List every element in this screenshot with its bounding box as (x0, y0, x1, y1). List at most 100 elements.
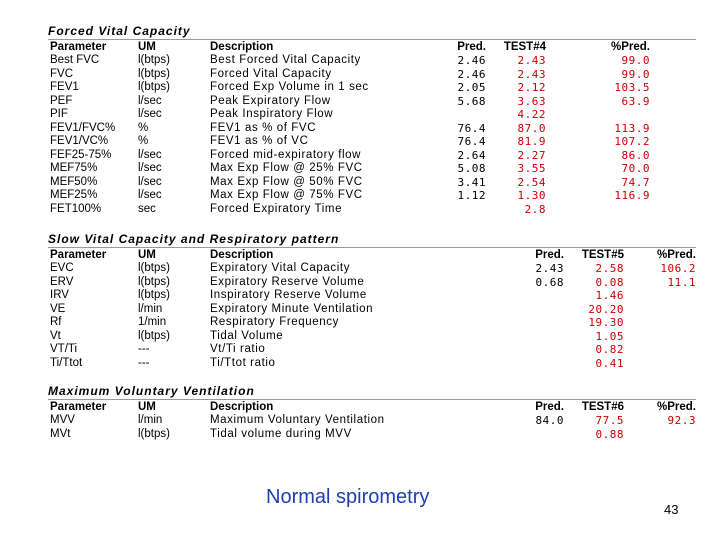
cell-um: --- (138, 356, 150, 369)
cell-um: l/sec (138, 108, 162, 120)
table-row: FET100% sec Forced Expiratory Time 2.8 (48, 203, 696, 217)
cell-parameter: MEF50% (50, 175, 98, 188)
cell-test: 0.88 (595, 427, 624, 441)
cell-um: sec (138, 202, 156, 215)
cell-pred: 2.05 (457, 81, 486, 94)
header-test: TEST#4 (503, 41, 546, 53)
header-test: TEST#5 (581, 249, 624, 261)
table-row: FEV1/VC%% FEV1 as % of VC 76.4 81.9 107.2 (48, 135, 696, 149)
cell-description: Ti/Ttot ratio (210, 356, 276, 369)
header-um: UM (138, 249, 156, 261)
header-pred: Pred. (457, 41, 486, 53)
cell-description: Forced Vital Capacity (210, 67, 332, 80)
section-title: Maximum Voluntary Ventilation (48, 384, 255, 398)
cell-parameter: FEV1 (50, 81, 79, 93)
cell-pred: 84.0 (535, 414, 564, 427)
page-number: 43 (664, 502, 679, 517)
cell-pred: 2.64 (457, 148, 486, 162)
table-row: IRV l(btps) Inspiratory Reserve Volume 1.46 (48, 289, 696, 303)
cell-um: l/sec (138, 189, 162, 201)
table-row: ERV l(btps) Expiratory Reserve Volume 0.68 0… (48, 276, 696, 290)
cell-description: Vt/Ti ratio (210, 343, 266, 355)
cell-um: % (138, 135, 149, 147)
table-row: MEF50% l/sec Max Exp Flow @ 50% FVC 3.41 2.5… (48, 176, 696, 190)
cell-pred: 76.4 (457, 121, 486, 135)
header-pred: Pred. (535, 249, 564, 261)
cell-parameter: EVC (50, 262, 74, 274)
cell-test: 2.43 (517, 67, 546, 81)
cell-pct-pred: 86.0 (621, 148, 650, 162)
cell-pct-pred: 11.1 (667, 275, 696, 289)
cell-um: % (138, 121, 149, 134)
cell-description: Respiratory Frequency (210, 316, 339, 328)
cell-test: 87.0 (517, 121, 546, 135)
cell-test: 0.41 (595, 356, 624, 370)
table-row: FVC l(btps) Forced Vital Capacity 2.46 2.43 9… (48, 68, 696, 82)
slide-caption: Normal spirometry (266, 486, 430, 508)
cell-description: Peak Expiratory Flow (210, 94, 331, 107)
cell-pred: 2.46 (457, 54, 486, 67)
cell-pct-pred: 107.2 (614, 135, 650, 148)
cell-description: Best Forced Vital Capacity (210, 54, 361, 66)
table-row: MVV l/min Maximum Voluntary Ventilation 84.… (48, 414, 696, 428)
table-row: FEV1/FVC%% FEV1 as % of FVC 76.4 87.0 113.9 (48, 122, 696, 136)
cell-um: l/min (138, 414, 163, 426)
cell-description: Expiratory Reserve Volume (210, 275, 365, 288)
table-row: MVt l(btps) Tidal volume during MVV 0.88 (48, 428, 696, 442)
cell-parameter: PIF (50, 108, 68, 120)
cell-test: 0.08 (595, 275, 624, 289)
section-forced-vital-capacity: Forced Vital Capacity Parameter UM Descr… (48, 24, 696, 220)
header-parameter: Parameter (50, 249, 107, 261)
cell-description: Tidal Volume (210, 329, 284, 342)
cell-pred: 1.12 (457, 189, 486, 202)
table-header-row: Parameter UM Description Pred. TEST#6 %P… (48, 400, 696, 414)
cell-description: Tidal volume during MVV (210, 427, 352, 440)
cell-pct-pred: 103.5 (614, 81, 650, 94)
header-pct-pred: %Pred. (611, 41, 650, 53)
cell-pred: 2.46 (457, 67, 486, 81)
cell-pct-pred: 116.9 (614, 189, 650, 202)
cell-parameter: VT/Ti (50, 343, 78, 355)
cell-parameter: Vt (50, 329, 61, 342)
cell-test: 2.12 (517, 81, 546, 94)
header-pred: Pred. (535, 401, 564, 413)
spirometry-report: Forced Vital Capacity Parameter UM Descr… (48, 24, 696, 444)
cell-test: 3.55 (517, 162, 546, 175)
header-pct-pred: %Pred. (657, 401, 696, 413)
table-row: PEF l/sec Peak Expiratory Flow 5.68 3.63 63.9 (48, 95, 696, 109)
cell-description: Max Exp Flow @ 75% FVC (210, 189, 363, 201)
cell-um: l(btps) (138, 67, 170, 80)
cell-um: l/sec (138, 162, 162, 174)
cell-parameter: ERV (50, 275, 74, 288)
cell-parameter: FET100% (50, 202, 102, 215)
table-header-row: Parameter UM Description Pred. TEST#5 %P… (48, 248, 696, 262)
header-um: UM (138, 401, 156, 413)
table-row: FEF25-75% l/sec Forced mid-expiratory flow… (48, 149, 696, 163)
cell-parameter: Best FVC (50, 54, 100, 66)
cell-um: l(btps) (138, 81, 170, 93)
cell-description: Forced Exp Volume in 1 sec (210, 81, 369, 93)
header-test: TEST#6 (581, 401, 624, 413)
cell-pct-pred: 70.0 (621, 162, 650, 175)
cell-description: Inspiratory Reserve Volume (210, 289, 367, 301)
table-row: PIF l/sec Peak Inspiratory Flow 4.22 (48, 108, 696, 122)
cell-description: Expiratory Minute Ventilation (210, 302, 374, 315)
cell-pred: 3.41 (457, 175, 486, 189)
cell-pred: 5.68 (457, 94, 486, 108)
cell-pred: 0.68 (535, 275, 564, 289)
header-description: Description (210, 41, 274, 53)
cell-description: Maximum Voluntary Ventilation (210, 414, 385, 426)
cell-parameter: Rf (50, 316, 62, 328)
header-parameter: Parameter (50, 41, 107, 53)
section-divider (48, 399, 696, 400)
cell-test: 2.43 (517, 54, 546, 67)
cell-test: 1.05 (595, 329, 624, 343)
cell-test: 2.8 (524, 202, 546, 216)
cell-um: l/sec (138, 148, 162, 161)
cell-parameter: MVt (50, 427, 71, 440)
table-row: FEV1 l(btps) Forced Exp Volume in 1 sec 2.0… (48, 81, 696, 95)
cell-um: l/sec (138, 94, 162, 107)
cell-parameter: MVV (50, 414, 75, 426)
cell-test: 19.30 (588, 316, 624, 329)
cell-parameter: MEF75% (50, 162, 98, 174)
